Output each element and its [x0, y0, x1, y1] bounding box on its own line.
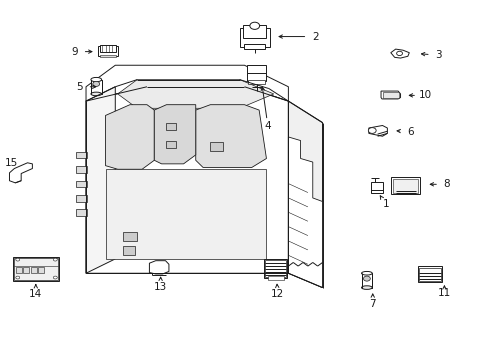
Bar: [243, 25, 266, 39]
Polygon shape: [105, 169, 266, 259]
Text: 7: 7: [368, 299, 375, 309]
Circle shape: [53, 258, 57, 261]
Text: 4: 4: [264, 121, 271, 131]
Bar: [76, 195, 87, 202]
Bar: [246, 65, 266, 74]
Bar: [417, 266, 441, 282]
Circle shape: [16, 258, 20, 261]
Bar: [31, 267, 37, 273]
Polygon shape: [86, 87, 288, 273]
Bar: [239, 28, 269, 47]
Bar: [76, 181, 87, 187]
Bar: [418, 267, 440, 281]
Text: 12: 12: [270, 289, 284, 299]
Circle shape: [16, 276, 20, 279]
Bar: [23, 267, 29, 273]
Text: 1: 1: [382, 199, 388, 210]
Polygon shape: [195, 105, 266, 167]
Bar: [100, 55, 116, 57]
Bar: [382, 92, 398, 98]
Bar: [370, 182, 383, 193]
Polygon shape: [118, 80, 273, 108]
Bar: [122, 232, 137, 241]
Text: 3: 3: [434, 50, 441, 60]
Bar: [38, 267, 43, 273]
Bar: [76, 166, 87, 173]
Bar: [166, 140, 176, 148]
Bar: [244, 44, 264, 49]
Bar: [246, 73, 266, 81]
Polygon shape: [368, 126, 386, 136]
Polygon shape: [288, 101, 322, 288]
Polygon shape: [149, 261, 168, 274]
Circle shape: [93, 81, 100, 86]
Circle shape: [367, 128, 375, 134]
Circle shape: [53, 276, 57, 279]
Bar: [16, 267, 22, 273]
Bar: [264, 259, 287, 278]
Ellipse shape: [91, 77, 102, 82]
Text: 8: 8: [443, 179, 449, 189]
Ellipse shape: [361, 271, 371, 275]
Bar: [76, 152, 87, 158]
Polygon shape: [86, 87, 115, 273]
Bar: [248, 80, 264, 84]
Polygon shape: [9, 163, 32, 183]
Polygon shape: [288, 137, 322, 288]
Bar: [166, 123, 176, 130]
Polygon shape: [105, 105, 154, 169]
Circle shape: [249, 22, 259, 30]
Polygon shape: [154, 105, 195, 164]
Text: 11: 11: [437, 288, 450, 298]
Ellipse shape: [91, 92, 102, 96]
Polygon shape: [86, 65, 288, 101]
Bar: [122, 246, 135, 255]
Bar: [210, 142, 222, 151]
Text: 6: 6: [406, 127, 413, 136]
Bar: [390, 177, 419, 194]
Ellipse shape: [361, 286, 371, 289]
Bar: [98, 46, 118, 56]
Text: 15: 15: [5, 158, 18, 168]
Polygon shape: [390, 49, 408, 58]
Text: 10: 10: [418, 90, 430, 100]
Bar: [91, 80, 102, 94]
Polygon shape: [380, 91, 400, 99]
Circle shape: [396, 51, 402, 55]
Bar: [361, 273, 371, 288]
Bar: [76, 210, 87, 216]
Bar: [14, 258, 58, 280]
Text: 9: 9: [71, 46, 78, 57]
Bar: [13, 257, 59, 281]
Bar: [267, 276, 284, 280]
Bar: [264, 260, 286, 277]
Bar: [392, 179, 417, 193]
Text: 13: 13: [154, 282, 167, 292]
Circle shape: [363, 276, 369, 281]
Bar: [100, 45, 116, 51]
Text: 2: 2: [311, 32, 318, 41]
Text: 5: 5: [76, 82, 83, 92]
Text: 14: 14: [29, 289, 42, 299]
